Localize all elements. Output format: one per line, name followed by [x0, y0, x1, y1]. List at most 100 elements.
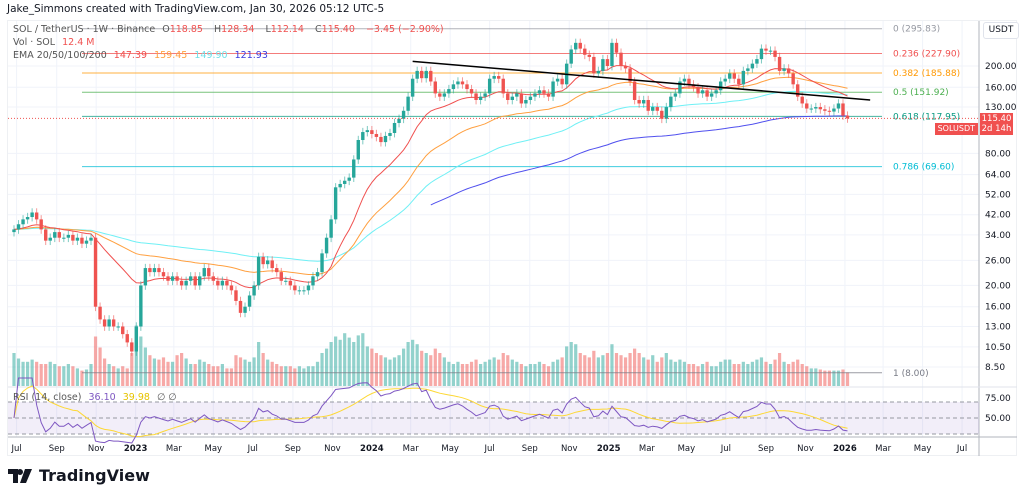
candle-body: [401, 110, 406, 119]
candle-body: [646, 99, 650, 111]
symbol-legend[interactable]: SOL / TetherUS · 1W · Binance O118.85 H1…: [13, 24, 448, 35]
volume-bar: [270, 361, 274, 386]
change-value: −3.45 (−2.90%): [365, 24, 444, 35]
candle-body: [682, 78, 687, 82]
candle-body: [116, 326, 120, 328]
volume-bar: [415, 344, 419, 386]
volume-bar: [411, 339, 415, 386]
candle-body: [374, 133, 379, 137]
candle-body: [773, 50, 777, 57]
volume-bar: [542, 364, 546, 386]
time-tick-label: Nov: [324, 444, 341, 454]
volume-bar: [492, 357, 496, 386]
ema-legend[interactable]: EMA 20/50/100/200 147.39 159.45 149.90 1…: [13, 50, 272, 61]
candle-body: [383, 135, 388, 143]
tradingview-logo[interactable]: TradingView: [8, 466, 150, 485]
currency-button[interactable]: USDT: [983, 22, 1019, 39]
volume-bar: [578, 353, 582, 386]
candle-body: [795, 84, 800, 97]
candle-body: [134, 326, 139, 352]
volume-bar: [519, 364, 523, 386]
candle-body: [528, 96, 533, 100]
volume-bar: [515, 361, 519, 386]
volume-legend[interactable]: Vol · SOL 12.4 M: [13, 37, 98, 48]
candle-body: [175, 276, 179, 281]
volume-bar: [379, 355, 383, 386]
close-value: 115.40: [321, 24, 355, 35]
volume-bar: [746, 364, 750, 386]
candle-body: [610, 42, 614, 66]
volume-bar: [220, 364, 224, 386]
volume-bar: [696, 366, 700, 386]
time-tick-label: 2025: [597, 444, 621, 454]
candle-body: [102, 319, 107, 327]
volume-bar: [315, 361, 320, 386]
candle-body: [270, 260, 274, 269]
candle-body: [741, 70, 746, 85]
fib-level-label: 0.618 (117.95): [893, 112, 960, 122]
volume-bar: [827, 370, 831, 386]
price-tick-label: 200.00: [985, 62, 1017, 72]
candle-body: [786, 68, 791, 74]
volume-bar: [383, 357, 388, 386]
candle-body: [515, 93, 519, 97]
volume-bar: [719, 361, 723, 386]
volume-bar: [551, 361, 555, 386]
credit-line: Jake_Simmons created with TradingView.co…: [7, 3, 385, 15]
volume-bar: [406, 342, 410, 386]
candle-body: [506, 93, 510, 100]
rsi-visibility-icons[interactable]: ∅ ∅: [156, 392, 177, 403]
candle-body: [551, 81, 555, 97]
volume-bar: [818, 369, 822, 386]
candle-body: [311, 276, 315, 286]
candle-body: [21, 219, 25, 225]
volume-bar: [75, 368, 80, 386]
volume-label: Vol · SOL: [13, 37, 56, 48]
fib-level-label: 0.786 (69.60): [893, 163, 954, 173]
candle-body: [80, 237, 84, 244]
time-tick-label: Sep: [758, 444, 774, 454]
volume-bar: [737, 364, 741, 386]
volume-bar: [338, 339, 342, 386]
high-label: H: [214, 24, 222, 35]
time-tick-label: Mar: [639, 444, 656, 454]
volume-bar: [143, 347, 147, 386]
candle-body: [465, 84, 469, 90]
volume-bar: [25, 361, 30, 386]
candle-body: [768, 50, 773, 52]
candle-body: [361, 132, 365, 141]
last-price-label: 115.40 2d 14h: [980, 113, 1013, 135]
candle-body: [324, 237, 329, 254]
volume-bar: [193, 364, 197, 386]
volume-bar: [546, 366, 551, 386]
volume-bar: [80, 370, 84, 386]
candle-body: [791, 73, 795, 85]
volume-bar: [352, 342, 356, 386]
volume-bar: [125, 368, 129, 386]
trendline: [412, 60, 871, 101]
volume-bar: [112, 366, 116, 386]
volume-bar: [211, 366, 215, 386]
volume-bar: [329, 342, 333, 386]
volume-bar: [836, 370, 841, 386]
candle-body: [737, 78, 741, 85]
candle-body: [306, 285, 311, 291]
volume-bar: [320, 353, 324, 386]
candle-body: [632, 81, 637, 100]
volume-bar: [30, 359, 34, 386]
candle-body: [53, 232, 57, 238]
volume-bar: [710, 366, 714, 386]
volume-value: 12.4 M: [62, 37, 95, 48]
volume-bar: [189, 364, 193, 386]
volume-bar: [560, 357, 564, 386]
rsi-legend[interactable]: RSI (14, close) 36.10 39.98 ∅ ∅: [13, 392, 181, 403]
low-label: L: [265, 24, 271, 35]
volume-bar: [451, 364, 456, 386]
volume-bar: [89, 364, 93, 386]
candle-body: [392, 122, 397, 134]
volume-bar: [682, 361, 687, 386]
candle-body: [836, 103, 841, 109]
candle-body: [66, 234, 71, 238]
volume-bar: [207, 364, 211, 386]
